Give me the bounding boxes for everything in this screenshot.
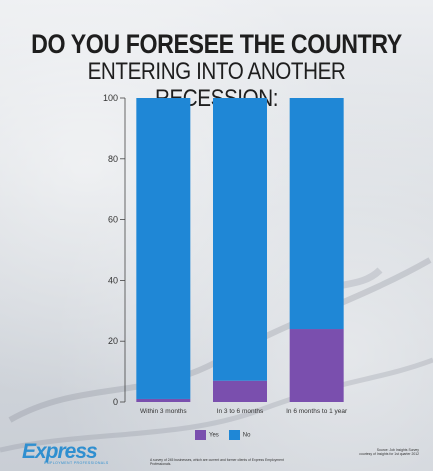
x-label-1: Within 3 months <box>140 408 187 415</box>
express-logo: Express <box>22 440 98 463</box>
legend: Yes No <box>195 430 250 440</box>
bar-no-3 <box>289 98 344 330</box>
bar-no-1 <box>136 98 191 399</box>
y-tick-label-40: 40 <box>108 275 118 285</box>
y-tick-label-0: 0 <box>113 397 118 407</box>
legend-label-yes: Yes <box>209 432 219 439</box>
source-line2: courtesy of Insights for 1st quarter 201… <box>359 452 419 457</box>
bar-yes-2 <box>213 380 267 402</box>
y-tick-label-100: 100 <box>103 93 118 103</box>
footnote: A survey of 245 businesses, which are cu… <box>150 458 284 466</box>
express-logo-subtitle: EMPLOYMENT PROFESSIONALS <box>44 461 109 465</box>
source-line1: Source: Job Insights Survey <box>376 448 419 452</box>
x-axis-labels: Within 3 months In 3 to 6 months In 6 mont… <box>140 408 348 415</box>
legend-swatch-yes <box>195 430 206 440</box>
y-axis: 0 20 40 60 80 100 <box>103 93 126 407</box>
bar-yes-1 <box>136 398 191 402</box>
legend-item-yes: Yes <box>195 430 219 440</box>
y-tick-label-60: 60 <box>108 215 118 225</box>
legend-swatch-no <box>228 430 240 440</box>
x-label-3: In 6 months to 1 year <box>286 408 348 415</box>
bar-no-2 <box>213 98 267 381</box>
chart-title-line1: DO YOU FORESEE THE COUNTRY <box>31 29 402 59</box>
bars <box>136 98 344 402</box>
legend-item-no: No <box>228 430 251 440</box>
legend-label-no: No <box>242 432 251 439</box>
y-tick-label-20: 20 <box>108 336 118 346</box>
x-label-2: In 3 to 6 months <box>217 408 264 415</box>
y-tick-label-80: 80 <box>108 154 118 164</box>
source-note: Source: Job Insights Survey courtesy of … <box>309 448 419 456</box>
bar-yes-3 <box>289 329 344 402</box>
